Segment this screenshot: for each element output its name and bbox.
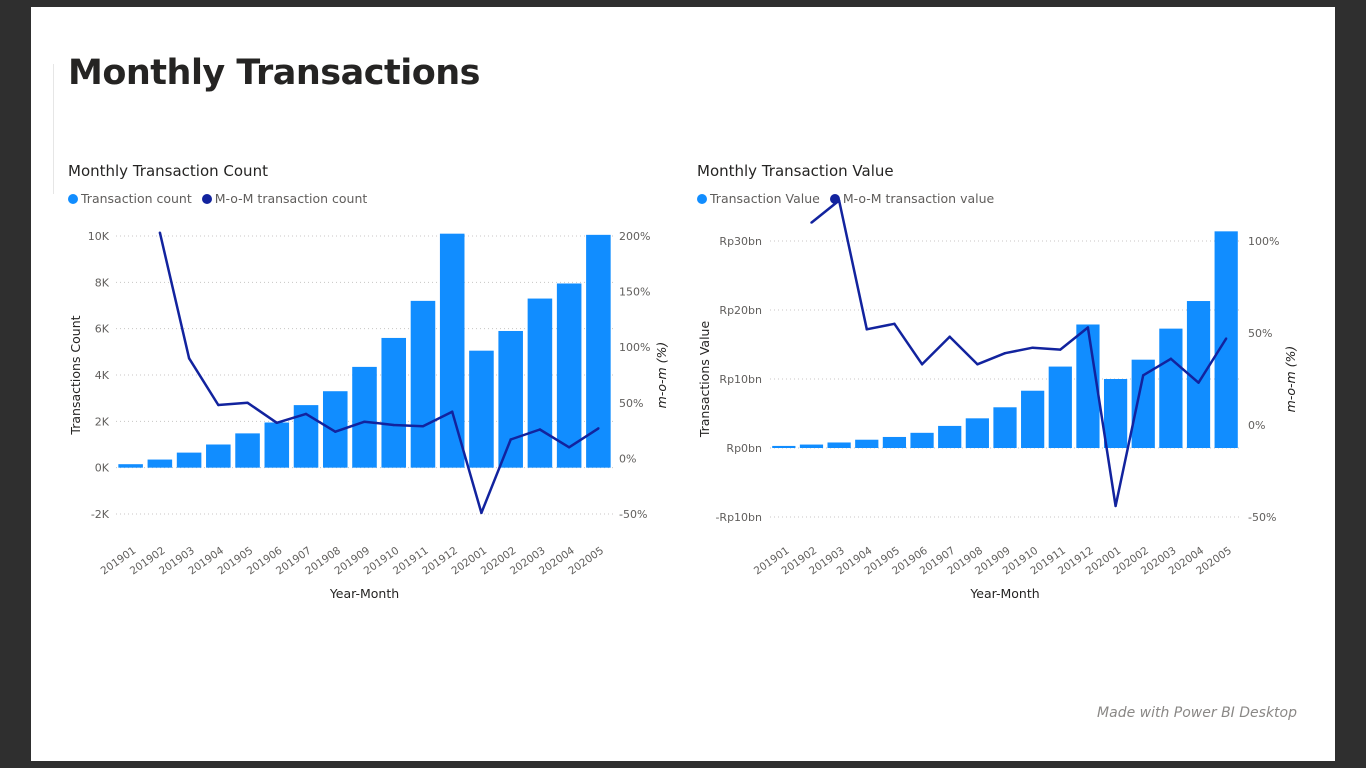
mom-point-202003 — [538, 428, 542, 431]
y2-tick-label: 100% — [619, 341, 650, 354]
chart-title-count: Monthly Transaction Count — [68, 162, 268, 180]
bar-202003 — [527, 298, 553, 468]
bar-202001 — [469, 350, 494, 468]
mom-point-201908 — [334, 430, 337, 433]
bar-201909 — [352, 366, 377, 468]
bar-201903 — [176, 452, 202, 468]
y-tick-label: 0K — [95, 462, 110, 475]
report-canvas: Monthly Transactions Monthly Transaction… — [31, 7, 1335, 761]
bar-201901 — [118, 464, 143, 468]
mom-point-201909 — [363, 420, 366, 423]
mom-point-202005 — [597, 427, 600, 430]
legend-count: Transaction count M-o-M transaction coun… — [68, 191, 373, 206]
legend-swatch-bar — [697, 193, 707, 204]
chart-title-value: Monthly Transaction Value — [697, 162, 894, 180]
legend-swatch-bar — [68, 193, 78, 204]
bar-201911 — [410, 300, 436, 468]
y-tick-label: 10K — [88, 230, 110, 243]
mom-point-201903 — [187, 357, 191, 360]
y2-tick-label: 200% — [619, 230, 650, 243]
mom-point-202002 — [509, 438, 512, 441]
y-tick-label: 4K — [95, 369, 110, 382]
bar-201906 — [264, 422, 290, 468]
mom-line — [158, 232, 600, 515]
chart-transaction-count[interactable]: 10K8K6K4K2K0K-2K200%150%100%50%0%-50%201… — [31, 7, 1335, 761]
y2-tick-label: 150% — [619, 286, 650, 299]
legend-swatch-line — [201, 193, 212, 204]
legend-swatch-line — [829, 193, 840, 204]
y-tick-label: 8K — [95, 276, 110, 289]
y-tick-label: 6K — [95, 323, 110, 336]
legend-item-mom-count[interactable]: M-o-M transaction count — [201, 191, 367, 206]
legend-item-transaction-value[interactable]: Transaction Value — [697, 191, 820, 206]
mom-point-201904 — [217, 403, 220, 407]
mom-point-201912 — [451, 410, 454, 413]
y2-axis-title: m-o-m (%) — [654, 342, 669, 409]
page-title: Monthly Transactions — [68, 53, 480, 93]
y2-tick-label: 0% — [619, 452, 636, 465]
mom-point-202004 — [567, 446, 571, 449]
mom-point-201902 — [158, 231, 162, 234]
y-tick-label: -2K — [91, 508, 110, 521]
bar-201912 — [439, 233, 465, 468]
y-tick-label: 2K — [95, 415, 110, 428]
y2-tick-label: -50% — [619, 508, 647, 521]
mom-point-201907 — [304, 412, 308, 416]
mom-point-201910 — [392, 423, 395, 427]
legend-item-transaction-count[interactable]: Transaction count — [68, 191, 192, 206]
y2-tick-label: 50% — [619, 397, 643, 410]
bar-202004 — [556, 283, 582, 468]
mom-point-202001 — [480, 511, 483, 515]
bar-201902 — [147, 459, 173, 468]
bar-201910 — [381, 337, 407, 468]
divider — [53, 64, 54, 194]
mom-point-201911 — [421, 424, 425, 428]
mom-point-201906 — [275, 421, 278, 425]
bar-202002 — [498, 330, 523, 468]
x-axis-title: Year-Month — [329, 586, 399, 601]
mom-point-201905 — [246, 401, 249, 404]
footer-credit: Made with Power BI Desktop — [1097, 705, 1297, 721]
y-axis-title: Transactions Count — [68, 315, 83, 435]
bar-201904 — [206, 444, 231, 468]
bar-201905 — [235, 433, 260, 468]
